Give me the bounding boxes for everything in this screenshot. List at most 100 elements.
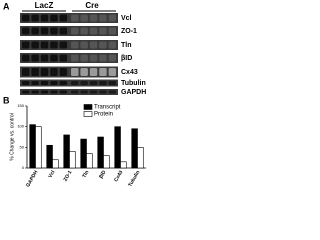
- blot-band: [22, 41, 30, 49]
- bar: [69, 151, 76, 169]
- y-axis-label: % Change vs. control: [9, 113, 15, 161]
- blot-band: [99, 14, 107, 22]
- row-label: βID: [121, 55, 132, 62]
- blot-band: [59, 90, 68, 94]
- blot-band: [89, 90, 98, 94]
- legend-swatch: [83, 104, 93, 110]
- x-tick-label: Cx43: [113, 169, 124, 183]
- blot-strip: [20, 79, 118, 87]
- blot-band: [80, 54, 88, 62]
- blot-band: [40, 14, 49, 22]
- blot-band: [99, 27, 107, 35]
- bar: [35, 126, 42, 169]
- blot-band: [59, 54, 68, 62]
- blot-band: [22, 81, 30, 85]
- bar: [80, 138, 87, 169]
- blot-band: [50, 14, 58, 22]
- blot-band: [71, 68, 79, 76]
- blot-band: [59, 81, 68, 85]
- blot-band: [59, 41, 68, 49]
- x-tick-label: Vcl: [47, 169, 56, 179]
- blot-band: [99, 81, 107, 85]
- blot-band: [50, 68, 58, 76]
- blot-band: [71, 90, 79, 94]
- legend-label: Transcript: [94, 105, 121, 111]
- blot-band: [59, 27, 68, 35]
- x-tick-label: Tln: [81, 170, 90, 179]
- blot-strip: [20, 53, 118, 63]
- blot-band: [108, 27, 117, 35]
- row-label: Cx43: [121, 69, 138, 76]
- bar: [52, 159, 59, 169]
- bar: [29, 124, 36, 169]
- row-label: GAPDH: [121, 89, 146, 96]
- blot-band: [89, 14, 98, 22]
- blot-band: [99, 68, 107, 76]
- bar: [137, 147, 144, 169]
- blot-band: [40, 54, 49, 62]
- blot-band: [108, 68, 117, 76]
- figure: A LacZ Cre B VclZO-1TlnβIDCx43TubulinGAP…: [3, 1, 146, 188]
- blot-band: [50, 41, 58, 49]
- blot-band: [59, 68, 68, 76]
- row-label: ZO-1: [121, 28, 137, 35]
- x-tick-label: Tubulin: [127, 170, 141, 188]
- blot-band: [89, 27, 98, 35]
- blot-band: [22, 27, 30, 35]
- blot-band: [108, 14, 117, 22]
- bar: [46, 144, 53, 169]
- bar: [103, 155, 110, 169]
- x-tick-label: βID: [98, 169, 107, 179]
- condition-label: LacZ: [35, 1, 54, 10]
- legend-swatch: [83, 111, 93, 117]
- blot-band: [99, 90, 107, 94]
- blot-band: [31, 54, 39, 62]
- blot-band: [80, 41, 88, 49]
- blot-band: [71, 81, 79, 85]
- blot-band: [71, 41, 79, 49]
- blot-strip: [20, 40, 118, 50]
- blot-band: [31, 27, 39, 35]
- bar: [131, 128, 138, 169]
- blot-band: [31, 68, 39, 76]
- blot-band: [50, 27, 58, 35]
- blot-strip: [20, 66, 118, 78]
- y-tick-label: 50: [20, 144, 25, 149]
- bar: [120, 161, 127, 169]
- blot-band: [99, 41, 107, 49]
- blot-band: [22, 68, 30, 76]
- blot-band: [50, 90, 58, 94]
- blot-band: [31, 41, 39, 49]
- blot-band: [80, 81, 88, 85]
- blot-band: [108, 90, 117, 94]
- blot-band: [89, 68, 98, 76]
- blot-band: [40, 27, 49, 35]
- blot-band: [108, 54, 117, 62]
- y-tick-label: 150: [17, 103, 24, 108]
- bar: [114, 126, 121, 169]
- blot-strip: [20, 13, 118, 23]
- blot-band: [40, 90, 49, 94]
- blot-band: [108, 81, 117, 85]
- blot-band: [22, 14, 30, 22]
- blot-band: [71, 27, 79, 35]
- blot-strip: [20, 26, 118, 36]
- bar: [63, 134, 70, 169]
- y-tick-label: 100: [17, 124, 24, 129]
- blot-band: [50, 54, 58, 62]
- blot-band: [89, 81, 98, 85]
- blot-band: [22, 90, 30, 94]
- panel-label: A: [3, 1, 10, 11]
- blot-band: [99, 54, 107, 62]
- blot-band: [80, 27, 88, 35]
- condition-label: Cre: [85, 1, 99, 10]
- legend-label: Protein: [94, 112, 113, 118]
- blot-band: [89, 54, 98, 62]
- row-label: Tln: [121, 42, 132, 49]
- blot-band: [50, 81, 58, 85]
- blot-band: [31, 90, 39, 94]
- panel-label: B: [3, 95, 10, 105]
- blot-band: [40, 81, 49, 85]
- x-tick-label: GAPDH: [25, 169, 39, 188]
- blot-band: [40, 68, 49, 76]
